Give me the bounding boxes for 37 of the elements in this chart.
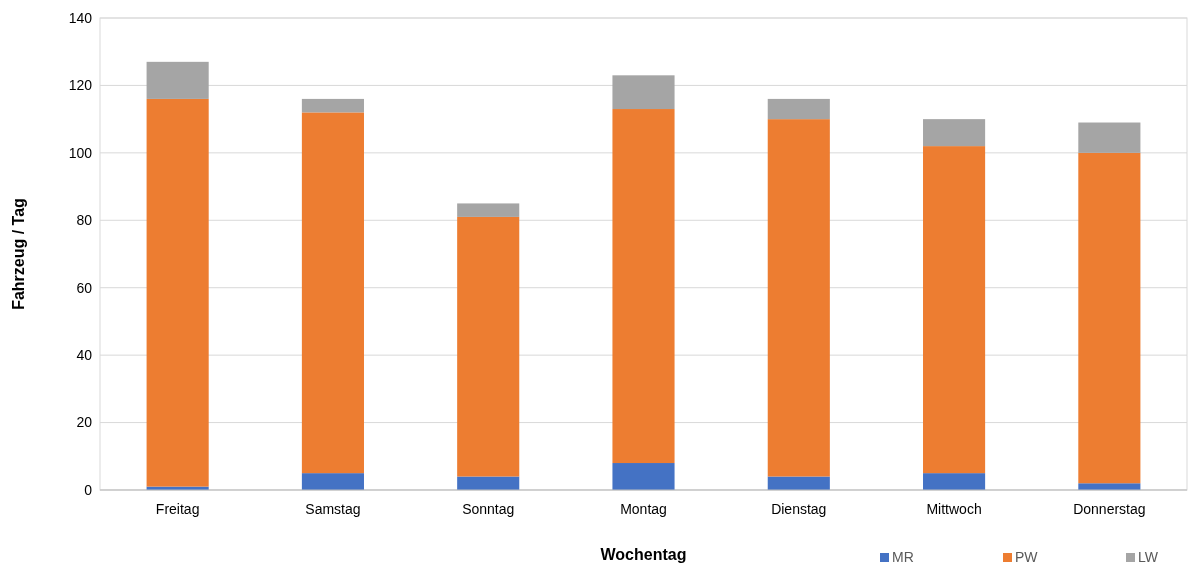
legend-label: PW — [1015, 549, 1039, 565]
bar — [146, 98, 209, 487]
bar — [1078, 152, 1141, 484]
bar — [767, 98, 830, 120]
x-tick-label: Samstag — [305, 501, 361, 517]
y-tick-label: 120 — [68, 77, 93, 94]
bar — [457, 216, 520, 477]
bar — [301, 98, 364, 113]
bar — [146, 61, 209, 99]
legend-label: LW — [1138, 549, 1159, 565]
y-tick-label: 20 — [76, 414, 93, 431]
y-tick-label: 80 — [76, 212, 93, 229]
bar — [923, 146, 986, 474]
legend-label: MR — [892, 549, 914, 565]
bar — [923, 119, 986, 147]
x-axis-title: Wochentag — [600, 546, 687, 563]
x-tick-label: Freitag — [155, 501, 200, 517]
y-tick-label: 0 — [84, 481, 93, 498]
bar — [612, 463, 675, 490]
bar — [923, 473, 986, 490]
bar — [1078, 122, 1141, 153]
y-tick-label: 100 — [68, 144, 93, 161]
bar — [767, 119, 830, 477]
bar — [612, 75, 675, 110]
y-axis-title: Fahrzeug / Tag — [10, 198, 27, 310]
x-tick-label: Dienstag — [771, 501, 827, 517]
y-tick-label: 140 — [68, 9, 93, 26]
bar — [301, 473, 364, 490]
x-tick-label: Donnerstag — [1073, 501, 1146, 517]
bar — [457, 203, 520, 217]
y-tick-label: 60 — [76, 279, 93, 296]
bar — [301, 112, 364, 474]
x-tick-label: Montag — [620, 501, 667, 517]
x-tick-label: Sonntag — [462, 501, 515, 517]
y-tick-label: 40 — [76, 347, 93, 364]
bar — [612, 109, 675, 464]
x-tick-label: Mittwoch — [926, 501, 982, 517]
